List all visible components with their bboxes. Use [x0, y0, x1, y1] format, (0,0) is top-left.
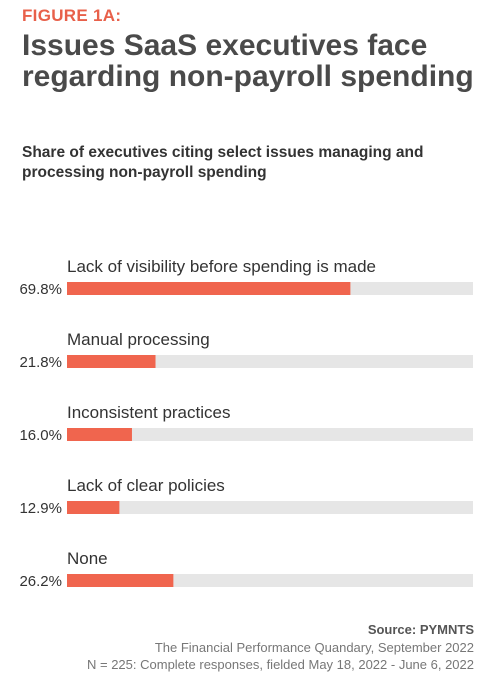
source-label: Source: PYMNTS [367, 622, 474, 637]
category-label: None [67, 549, 108, 568]
bar-chart: Lack of visibility before spending is ma… [19, 257, 473, 590]
bar-track [67, 428, 473, 441]
bar [67, 501, 120, 514]
bar-track [67, 355, 473, 368]
bar [67, 428, 132, 441]
bar [67, 355, 156, 368]
chart-subtitle: Share of executives citing select issues… [22, 144, 424, 181]
chart-title: Issues SaaS executives face regarding no… [22, 29, 474, 93]
sample-note: N = 225: Complete responses, fielded May… [87, 657, 474, 672]
value-label: 69.8% [19, 281, 62, 298]
source-publication: The Financial Performance Quandary, Sept… [154, 640, 474, 655]
category-label: Lack of visibility before spending is ma… [67, 257, 376, 276]
bar [67, 574, 174, 587]
bar-track [67, 501, 473, 514]
value-label: 12.9% [19, 500, 62, 517]
bar [67, 282, 351, 295]
value-label: 26.2% [19, 573, 62, 590]
category-label: Lack of clear policies [67, 476, 225, 495]
value-label: 16.0% [19, 427, 62, 444]
category-label: Inconsistent practices [67, 403, 230, 422]
figure-label: FIGURE 1A: [22, 6, 122, 25]
category-label: Manual processing [67, 330, 210, 349]
value-label: 21.8% [19, 354, 62, 371]
